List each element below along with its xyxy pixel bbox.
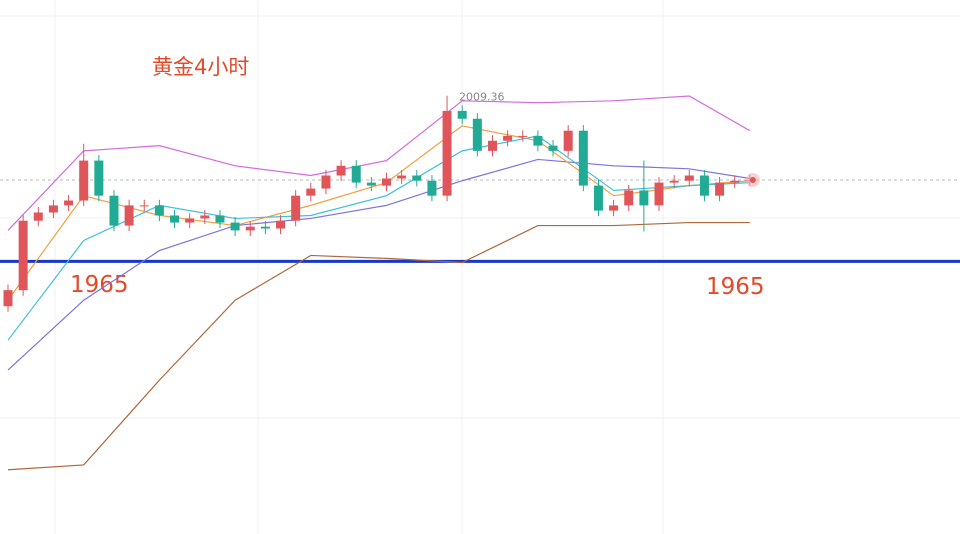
candle-body bbox=[548, 145, 558, 151]
candle-body bbox=[639, 190, 649, 206]
candle-body bbox=[94, 160, 104, 196]
candle-body bbox=[215, 215, 225, 223]
high-label: 2009.36 bbox=[459, 91, 505, 104]
candle-body bbox=[109, 195, 119, 226]
indicator-line bbox=[7, 135, 750, 341]
candle-body bbox=[427, 180, 437, 196]
candle-body bbox=[230, 222, 240, 231]
candle-body bbox=[715, 182, 725, 196]
candle-body bbox=[533, 135, 543, 146]
candle-body bbox=[518, 135, 528, 137]
candle-body bbox=[730, 180, 740, 183]
candle-body bbox=[699, 175, 709, 196]
candle-body bbox=[654, 182, 664, 206]
indicator-line bbox=[7, 95, 751, 231]
candle-body bbox=[366, 182, 376, 186]
candle-body bbox=[260, 226, 270, 229]
candle-body bbox=[624, 190, 634, 206]
candle-body bbox=[154, 205, 164, 216]
candle-body bbox=[276, 220, 286, 229]
candle-body bbox=[503, 135, 513, 141]
candle-body bbox=[336, 165, 346, 176]
candle-body bbox=[185, 218, 195, 223]
candle-body bbox=[79, 160, 89, 201]
candle-body bbox=[18, 220, 28, 291]
candle-body bbox=[412, 175, 422, 181]
candle-body bbox=[457, 110, 467, 119]
candle-body bbox=[200, 215, 210, 219]
level-label: 1965 bbox=[70, 272, 129, 298]
candle-body bbox=[139, 205, 149, 207]
candle-body bbox=[306, 188, 316, 196]
candle-body bbox=[124, 205, 134, 226]
candle-body bbox=[33, 212, 43, 221]
candle-body bbox=[291, 195, 301, 221]
candle-body bbox=[382, 178, 391, 186]
candle-body bbox=[64, 200, 74, 206]
indicator-line bbox=[7, 221, 750, 471]
candle-body bbox=[351, 165, 361, 183]
candle-body bbox=[593, 185, 603, 211]
candle-body bbox=[563, 130, 573, 151]
candle-body bbox=[3, 290, 13, 307]
chart-title: 黄金4小时 bbox=[152, 55, 249, 79]
candle-body bbox=[669, 180, 679, 183]
candle-body bbox=[684, 175, 694, 181]
candle-body bbox=[609, 205, 619, 211]
candle-body bbox=[397, 175, 407, 179]
candle-body bbox=[245, 226, 255, 231]
indicator-line bbox=[7, 158, 750, 371]
candle-body bbox=[442, 110, 452, 196]
level-label: 1965 bbox=[706, 274, 765, 300]
candle-body bbox=[472, 118, 482, 151]
candle-body bbox=[170, 215, 180, 223]
candle-body bbox=[578, 130, 588, 186]
candle-body bbox=[487, 140, 497, 151]
candle-body bbox=[48, 205, 58, 213]
last-marker bbox=[749, 177, 756, 183]
candle-body bbox=[321, 175, 331, 189]
